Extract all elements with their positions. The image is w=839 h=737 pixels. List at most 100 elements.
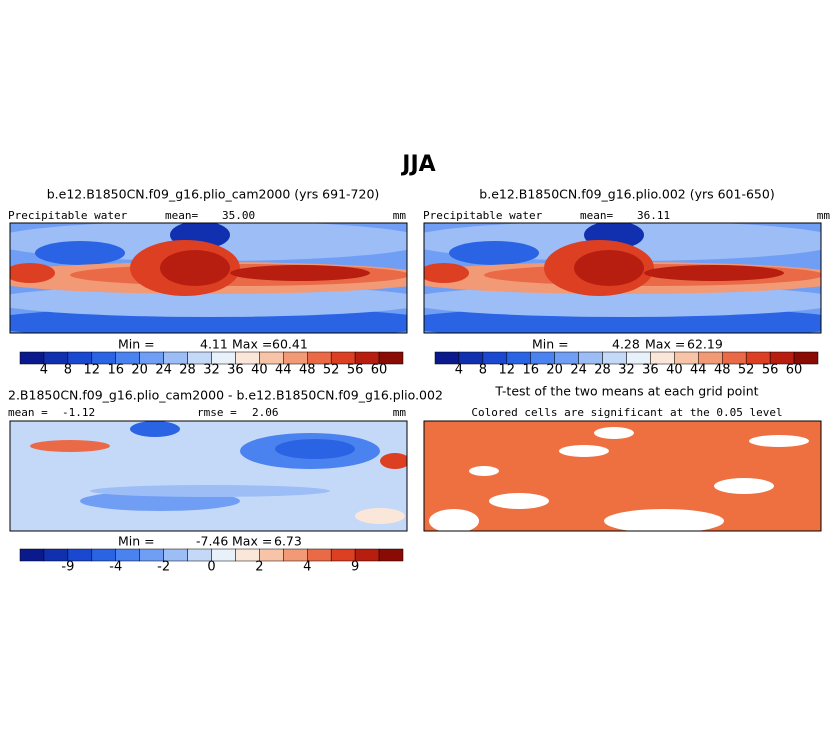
map-field bbox=[424, 223, 821, 333]
field-contour bbox=[604, 509, 724, 531]
colorbar-tick-label: 2 bbox=[255, 560, 263, 575]
colorbar-tick-label: 32 bbox=[618, 363, 635, 378]
colorbar-tick-label: -2 bbox=[157, 560, 170, 575]
field-contour bbox=[160, 250, 230, 286]
field-contour bbox=[429, 509, 479, 531]
mean-label: mean= bbox=[580, 209, 613, 222]
units: mm bbox=[393, 209, 407, 222]
colorbar-tick-label: 24 bbox=[570, 363, 587, 378]
map bbox=[9, 222, 408, 334]
map-frame bbox=[423, 222, 822, 334]
panel-title: T-test of the two means at each grid poi… bbox=[494, 384, 758, 399]
colorbar: 4 8 12 16 20 24 28 32 36 40 44 48 52 56 60 bbox=[434, 351, 819, 378]
colorbar: -9 -4 -2 0 2 4 9 bbox=[19, 548, 404, 575]
colorbar-tick-label: 8 bbox=[479, 363, 487, 378]
map-frame bbox=[9, 222, 408, 334]
field-contour bbox=[10, 285, 407, 317]
field-contour bbox=[30, 440, 110, 452]
colorbar-tick-label: 12 bbox=[84, 363, 101, 378]
colorbar-tick-label: 52 bbox=[323, 363, 340, 378]
mean-value: 35.00 bbox=[222, 209, 255, 222]
units: mm bbox=[817, 209, 831, 222]
map-frame bbox=[9, 420, 408, 532]
colorbar-box bbox=[378, 351, 404, 365]
field-contour bbox=[380, 453, 407, 469]
colorbar-tick-label: 0 bbox=[207, 560, 215, 575]
colorbar: 4 8 12 16 20 24 28 32 36 40 44 48 52 56 60 bbox=[19, 351, 404, 378]
map-field bbox=[424, 421, 821, 531]
colorbar-tick-label: 16 bbox=[107, 363, 124, 378]
min-value: -7.46 bbox=[196, 534, 228, 549]
colorbar-tick-label: 48 bbox=[299, 363, 316, 378]
field-contour bbox=[10, 263, 55, 283]
field-contour bbox=[749, 435, 809, 447]
panel-title: b.e12.B1850CN.f09_g16.plio_cam2000 (yrs … bbox=[47, 187, 380, 202]
colorbar-tick-label: 9 bbox=[351, 560, 359, 575]
colorbar-tick-label: 60 bbox=[786, 363, 803, 378]
colorbar-tick-label: 48 bbox=[714, 363, 731, 378]
max-value: 62.19 bbox=[687, 337, 723, 352]
field-contour bbox=[559, 445, 609, 457]
colorbar-tick-label: 4 bbox=[40, 363, 48, 378]
colorbar-box bbox=[793, 351, 819, 365]
max-label: Max = bbox=[645, 337, 685, 352]
max-value: 6.73 bbox=[274, 534, 302, 549]
colorbar-tick-label: 60 bbox=[371, 363, 388, 378]
colorbar-tick-label: 24 bbox=[155, 363, 172, 378]
mean-label: mean = bbox=[8, 406, 48, 419]
variable-label: Precipitable water bbox=[8, 209, 128, 222]
panel-subtitle: Colored cells are significant at the 0.0… bbox=[471, 406, 782, 419]
map-frame bbox=[423, 420, 822, 532]
field-contour bbox=[230, 265, 370, 281]
figure-title: JJA bbox=[400, 152, 435, 177]
colorbar-tick-label: 4 bbox=[303, 560, 311, 575]
field-contour bbox=[489, 493, 549, 509]
colorbar-tick-label: 44 bbox=[690, 363, 707, 378]
field-contour bbox=[594, 427, 634, 439]
map bbox=[423, 420, 822, 532]
colorbar-tick-label: 56 bbox=[762, 363, 779, 378]
min-label: Min = bbox=[532, 337, 569, 352]
colorbar-tick-label: 36 bbox=[642, 363, 659, 378]
panel-title: b.e12.B1850CN.f09_g16.plio.002 (yrs 601-… bbox=[479, 187, 774, 202]
max-value: 60.41 bbox=[272, 337, 308, 352]
field-contour bbox=[424, 285, 821, 317]
colorbar-tick-label: 44 bbox=[275, 363, 292, 378]
rmse-label: rmse = bbox=[197, 406, 237, 419]
colorbar-box bbox=[378, 548, 404, 562]
colorbar-tick-label: 32 bbox=[203, 363, 220, 378]
colorbar-tick-label: 28 bbox=[594, 363, 611, 378]
colorbar-tick-label: 12 bbox=[499, 363, 516, 378]
max-label: Max = bbox=[232, 534, 272, 549]
variable-label: Precipitable water bbox=[423, 209, 543, 222]
field-contour bbox=[449, 241, 539, 265]
colorbar-tick-label: 56 bbox=[347, 363, 364, 378]
field-contour bbox=[424, 263, 469, 283]
field-contour bbox=[90, 485, 330, 497]
colorbar-tick-label: 20 bbox=[546, 363, 563, 378]
colorbar-tick-label: 36 bbox=[227, 363, 244, 378]
map-field bbox=[10, 223, 407, 333]
min-label: Min = bbox=[118, 337, 155, 352]
map-field bbox=[10, 421, 407, 531]
colorbar-tick-label: 28 bbox=[179, 363, 196, 378]
map bbox=[423, 222, 822, 334]
mean-value: -1.12 bbox=[62, 406, 95, 419]
field-contour bbox=[130, 421, 180, 437]
field-contour bbox=[714, 478, 774, 494]
field-contour bbox=[275, 439, 355, 459]
colorbar-tick-label: -9 bbox=[61, 560, 74, 575]
min-label: Min = bbox=[118, 534, 155, 549]
colorbar-tick-label: -4 bbox=[109, 560, 122, 575]
colorbar-tick-label: 40 bbox=[251, 363, 268, 378]
field-contour bbox=[355, 508, 405, 524]
colorbar-tick-label: 8 bbox=[64, 363, 72, 378]
field-contour bbox=[644, 265, 784, 281]
field-contour bbox=[574, 250, 644, 286]
colorbar-tick-label: 16 bbox=[522, 363, 539, 378]
field-contour bbox=[35, 241, 125, 265]
colorbar-box bbox=[19, 548, 45, 562]
field-contour bbox=[469, 466, 499, 476]
mean-value: 36.11 bbox=[637, 209, 670, 222]
